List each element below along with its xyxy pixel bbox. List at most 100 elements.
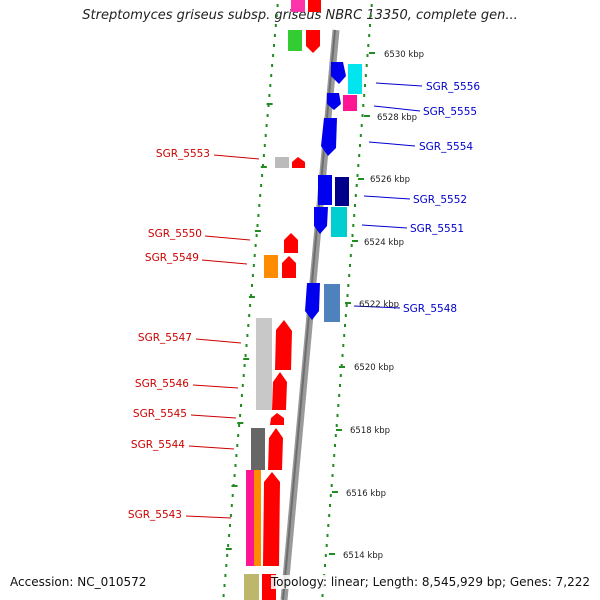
scale-label: 6516 kbp [346, 489, 386, 499]
genome-summary-text: Topology: linear; Length: 8,545,929 bp; … [270, 575, 590, 589]
guide-dot [239, 414, 242, 417]
guide-dot [343, 334, 346, 337]
guide-dot [336, 414, 339, 417]
gene-label-sgr-5550[interactable]: SGR_5550 [148, 228, 202, 240]
gene-arrow[interactable] [272, 372, 287, 410]
guide-dot [244, 354, 247, 357]
guide-dot [339, 384, 341, 387]
gene-block[interactable] [254, 470, 261, 566]
guide-dot [341, 354, 344, 357]
gene-label-sgr-5553[interactable]: SGR_5553 [156, 148, 210, 160]
guide-dash [248, 296, 255, 298]
gene-label-sgr-5546[interactable]: SGR_5546 [135, 378, 189, 390]
guide-dot [346, 294, 349, 297]
gene-arrow[interactable] [282, 256, 296, 278]
scale-label: 6520 kbp [354, 363, 394, 373]
guide-dot [358, 154, 361, 157]
guide-dot [363, 94, 366, 97]
guide-dot [338, 394, 341, 397]
guide-dot [254, 244, 257, 247]
guide-dot [354, 204, 356, 207]
gene-block[interactable] [275, 157, 289, 168]
gene-label-sgr-5552[interactable]: SGR_5552 [413, 194, 467, 206]
guide-dot [261, 174, 264, 177]
guide-dot [252, 264, 255, 267]
guide-dot [265, 124, 268, 127]
gene-block[interactable] [348, 64, 362, 94]
gene-label-sgr-5543[interactable]: SGR_5543 [128, 509, 182, 521]
guide-dot [334, 444, 336, 447]
gene-block[interactable] [308, 0, 321, 12]
map-title: Streptomyces griseus subsp. griseus NBRC… [82, 8, 518, 23]
gene-block[interactable] [288, 30, 302, 51]
guide-dash [254, 230, 261, 232]
gene-block[interactable] [331, 207, 347, 237]
guide-dot [268, 94, 271, 97]
gene-label-sgr-5554[interactable]: SGR_5554 [419, 141, 473, 153]
gene-block[interactable] [264, 255, 278, 278]
gene-arrow[interactable] [292, 157, 305, 168]
guide-dot [240, 394, 243, 397]
guide-dot [335, 424, 338, 427]
gene-arrow[interactable] [275, 320, 292, 370]
guide-dot [248, 314, 251, 317]
guide-dash [231, 485, 238, 487]
guide-dot [364, 74, 367, 77]
gene-label-sgr-5548[interactable]: SGR_5548 [403, 303, 457, 315]
gene-label-sgr-5556[interactable]: SGR_5556 [426, 81, 480, 93]
guide-dot [369, 14, 372, 17]
guide-dot [352, 224, 355, 227]
guide-dot [234, 464, 237, 467]
guide-dot [324, 564, 326, 567]
guide-dot [227, 544, 230, 547]
scale-label: 6526 kbp [370, 175, 410, 185]
green-dotted-guides [222, 4, 373, 597]
gene-label-sgr-5547[interactable]: SGR_5547 [138, 332, 192, 344]
guide-dot [250, 294, 253, 297]
guide-dot [237, 434, 240, 437]
gene-arrow[interactable] [306, 30, 320, 53]
guide-dot [228, 534, 231, 537]
gene-arrow[interactable] [321, 118, 337, 156]
guide-dot [349, 254, 352, 257]
gene-block[interactable] [244, 574, 259, 600]
gene-arrow[interactable] [314, 207, 328, 234]
gene-block[interactable] [251, 428, 265, 470]
guide-dot [263, 144, 266, 147]
guide-dot [340, 364, 343, 367]
gene-label-sgr-5551[interactable]: SGR_5551 [410, 223, 464, 235]
gene-block[interactable] [318, 175, 332, 205]
guide-dot [326, 534, 329, 537]
gene-arrow[interactable] [263, 472, 280, 566]
gene-arrow[interactable] [284, 233, 298, 253]
gene-arrow[interactable] [268, 428, 283, 470]
gene-arrow[interactable] [327, 93, 341, 110]
guide-dot [223, 584, 226, 587]
guide-dot [257, 214, 260, 217]
guide-dot [339, 374, 342, 377]
gene-block[interactable] [246, 470, 254, 566]
guide-dot [224, 574, 227, 577]
guide-dot [337, 404, 340, 407]
guide-dot [275, 14, 278, 17]
guide-dot [368, 34, 371, 37]
gene-block[interactable] [291, 0, 305, 12]
gene-label-sgr-5544[interactable]: SGR_5544 [131, 439, 185, 451]
guide-dot [321, 594, 324, 597]
guide-dot [356, 174, 359, 177]
gene-block[interactable] [343, 95, 357, 111]
gene-arrow[interactable] [270, 413, 284, 425]
gene-label-sgr-5549[interactable]: SGR_5549 [145, 252, 199, 264]
gene-label-sgr-5545[interactable]: SGR_5545 [133, 408, 187, 420]
guide-dot [325, 544, 328, 547]
gene-arrow[interactable] [331, 62, 346, 84]
scale-label: 6518 kbp [350, 426, 390, 436]
gene-block[interactable] [324, 284, 340, 322]
gene-label-sgr-5555[interactable]: SGR_5555 [423, 106, 477, 118]
gene-arrow[interactable] [305, 283, 320, 320]
guide-dot [271, 64, 274, 67]
gene-block[interactable] [256, 318, 272, 410]
guide-dot [274, 24, 277, 27]
gene-block[interactable] [335, 177, 349, 206]
